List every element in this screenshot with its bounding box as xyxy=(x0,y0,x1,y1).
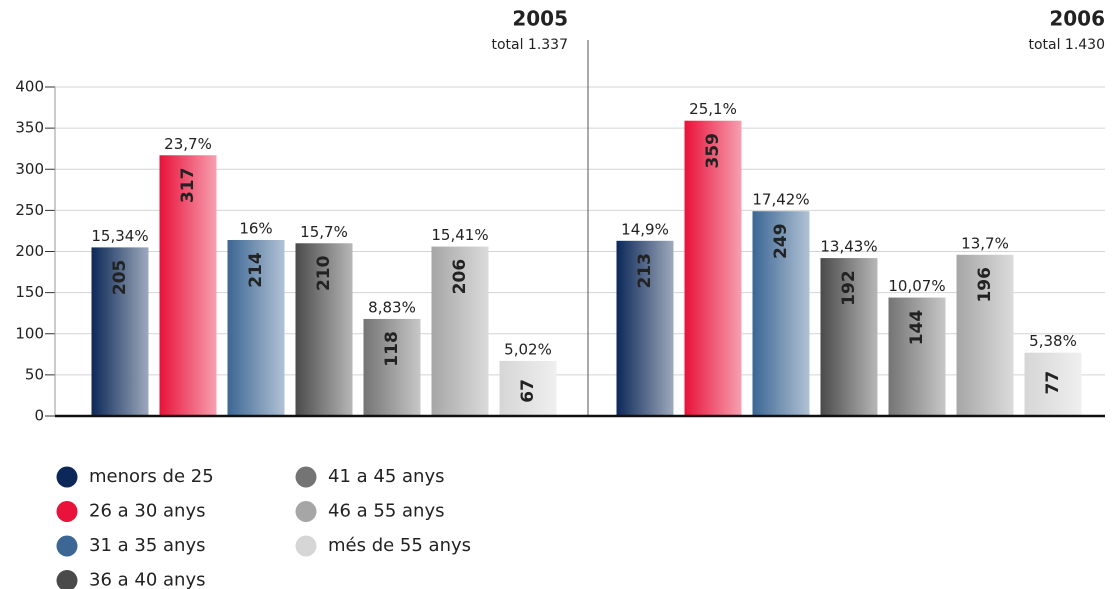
y-tick-label: 250 xyxy=(15,201,44,219)
share-label: 23,7% xyxy=(164,135,212,153)
value-label: 144 xyxy=(907,310,927,346)
y-tick-label: 400 xyxy=(15,78,44,96)
share-label: 8,83% xyxy=(368,298,416,316)
bar xyxy=(956,254,1014,416)
y-tick-label: 150 xyxy=(15,283,44,301)
value-label: 205 xyxy=(110,260,130,296)
bar xyxy=(1024,352,1082,416)
group-total: total 1.337 xyxy=(491,37,568,53)
value-label: 77 xyxy=(1043,371,1063,395)
share-label: 14,9% xyxy=(621,220,669,238)
value-label: 192 xyxy=(839,270,859,306)
y-tick-label: 350 xyxy=(15,119,44,137)
value-label: 213 xyxy=(635,253,655,289)
y-tick-label: 100 xyxy=(15,324,44,342)
legend-label: 26 a 30 anys xyxy=(89,501,205,522)
y-tick-label: 200 xyxy=(15,242,44,260)
legend-swatch xyxy=(295,535,317,557)
bar xyxy=(752,211,810,416)
bar xyxy=(295,243,353,416)
share-label: 17,42% xyxy=(752,191,809,209)
share-label: 15,34% xyxy=(91,227,148,245)
legend-label: 31 a 35 anys xyxy=(89,535,205,556)
share-label: 13,43% xyxy=(820,238,877,256)
share-label: 15,7% xyxy=(300,223,348,241)
bar xyxy=(684,120,742,416)
y-tick-label: 50 xyxy=(25,365,44,383)
bar xyxy=(227,239,285,416)
bar xyxy=(159,155,217,416)
legend-swatch xyxy=(56,570,78,589)
group-title: 2005 xyxy=(512,7,568,31)
bar xyxy=(616,240,674,416)
y-tick-label: 0 xyxy=(34,407,44,425)
share-label: 5,38% xyxy=(1029,332,1077,350)
legend-swatch xyxy=(56,501,78,522)
share-label: 13,7% xyxy=(961,234,1009,252)
value-label: 214 xyxy=(246,252,266,288)
legend-swatch xyxy=(56,535,78,557)
value-label: 210 xyxy=(314,255,334,291)
bar xyxy=(820,258,878,416)
legend-label: 36 a 40 anys xyxy=(89,570,205,589)
legend-label: 46 a 55 anys xyxy=(328,501,444,522)
value-label: 249 xyxy=(771,223,791,259)
share-label: 15,41% xyxy=(431,226,488,244)
value-label: 317 xyxy=(178,168,198,204)
value-label: 206 xyxy=(450,259,470,295)
share-label: 10,07% xyxy=(888,277,945,295)
group-total: total 1.430 xyxy=(1028,37,1105,53)
y-tick-label: 300 xyxy=(15,160,44,178)
share-label: 16% xyxy=(239,219,272,237)
value-label: 196 xyxy=(975,267,995,303)
bar xyxy=(499,360,557,416)
share-label: 25,1% xyxy=(689,100,737,118)
legend-label: més de 55 anys xyxy=(328,535,471,556)
bar xyxy=(91,247,149,416)
bar xyxy=(888,297,946,416)
legend-swatch xyxy=(56,466,78,488)
legend-label: menors de 25 xyxy=(89,466,214,487)
legend-swatch xyxy=(295,501,317,522)
legend-label: 41 a 45 anys xyxy=(328,466,444,487)
value-label: 359 xyxy=(703,133,723,169)
group-title: 2006 xyxy=(1049,7,1105,31)
bar xyxy=(431,246,489,416)
share-label: 5,02% xyxy=(504,340,552,358)
value-label: 118 xyxy=(382,331,402,367)
bar xyxy=(363,318,421,416)
legend-swatch xyxy=(295,466,317,488)
value-label: 67 xyxy=(518,379,538,403)
